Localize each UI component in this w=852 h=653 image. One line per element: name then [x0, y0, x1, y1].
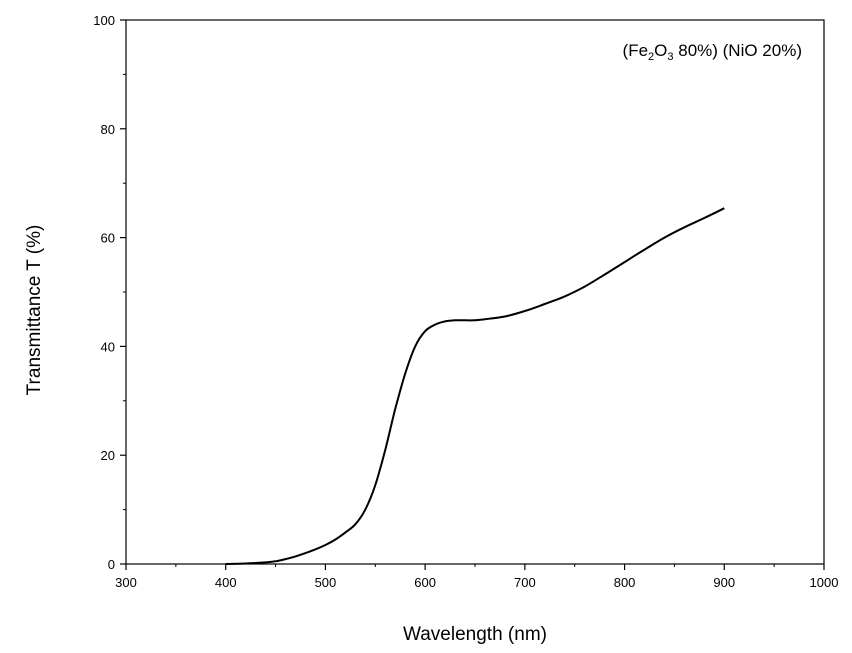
series-line-transmittance	[225, 207, 725, 565]
x-tick-label: 900	[713, 575, 735, 590]
legend-subscript-2: 2	[648, 51, 654, 63]
y-tick-label: 20	[101, 448, 115, 463]
legend-part-rest: 80%) (NiO 20%)	[674, 41, 802, 60]
x-tick-label: 700	[514, 575, 536, 590]
x-tick-label: 500	[315, 575, 337, 590]
legend-part-o: O	[654, 41, 667, 60]
x-tick-label: 400	[215, 575, 237, 590]
x-tick-label: 300	[115, 575, 137, 590]
legend-part-open: (Fe	[623, 41, 649, 60]
tick-labels-layer: 300 400 500 600 700 800 900 1000 0 20 40 60 80 100	[93, 13, 838, 590]
y-tick-label: 40	[101, 339, 115, 354]
x-tick-label: 600	[414, 575, 436, 590]
plot-frame	[125, 19, 825, 565]
legend-subscript-3: 3	[667, 51, 673, 63]
x-tick-label: 800	[614, 575, 636, 590]
y-tick-label: 80	[101, 122, 115, 137]
legend-label: (Fe2O3 80%) (NiO 20%)	[623, 41, 802, 63]
y-tick-label: 100	[93, 13, 115, 28]
y-tick-label: 0	[108, 557, 115, 572]
x-tick-label: 1000	[810, 575, 839, 590]
y-axis-title: Transmittance T (%)	[24, 225, 45, 396]
ticks-layer	[120, 19, 825, 570]
x-axis-title: Wavelength (nm)	[403, 624, 547, 645]
y-tick-label: 60	[101, 231, 115, 246]
